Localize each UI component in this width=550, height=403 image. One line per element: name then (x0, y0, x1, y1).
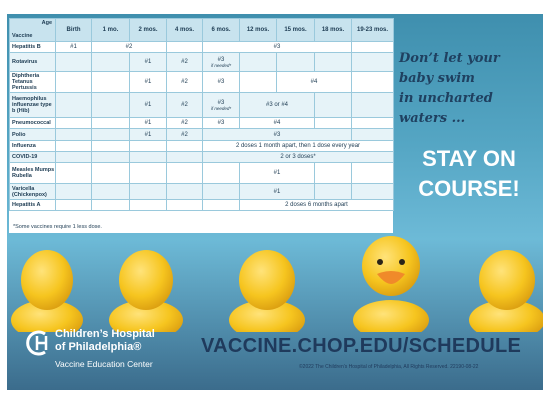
age-1-mo: 1 mo. (91, 18, 130, 42)
vaccine-name: Influenza (9, 140, 56, 152)
dose-cell: #1 (129, 71, 167, 93)
stay-line: COURSE! (418, 176, 520, 201)
age-15-mos: 15 mos. (276, 18, 315, 42)
chop-logo-icon (26, 330, 48, 356)
hospital-name-line: Children’s Hospital (55, 328, 155, 340)
hospital-name: Children’s Hospital of Philadelphia® (55, 328, 235, 354)
vaccine-name: Rotavirus (9, 52, 56, 72)
tagline: Don’t let your baby swim in uncharted wa… (399, 49, 539, 129)
row-mmr: Measles Mumps Rubella #1 (9, 162, 394, 184)
age-birth: Birth (55, 18, 92, 42)
age-4-mos: 4 mos. (166, 18, 203, 42)
dose-cell: #2 (166, 71, 203, 93)
row-pneumococcal: Pneumococcal #1 #2 #3 #4 (9, 117, 394, 129)
stay-on-course-heading: STAY ON COURSE! (399, 144, 539, 204)
row-covid-19: COVID-19 2 or 3 doses* (9, 151, 394, 163)
duck-back-5 (469, 250, 543, 332)
copyright: ©2022 The Children’s Hospital of Philade… (299, 364, 479, 370)
tagline-line: Don’t let your (399, 51, 500, 66)
stay-line: STAY ON (422, 146, 516, 171)
dose-cell: #1 (129, 128, 167, 141)
dose-cell: #3 or #4 (239, 92, 315, 118)
row-polio: Polio #1 #2 #3 (9, 128, 394, 141)
row-hib: Haemophilus influenzae type b (Hib) #1 #… (9, 92, 394, 118)
poster: Age Vaccine Birth 1 mo. 2 mos. 4 mos. 6 … (7, 14, 543, 390)
dose-cell: #1 (129, 117, 167, 129)
immunization-schedule-table: Age Vaccine Birth 1 mo. 2 mos. 4 mos. 6 … (9, 18, 394, 233)
dose-cell: 2 or 3 doses* (202, 151, 394, 163)
table-footnote: *Some vaccines require 1 less dose. (13, 224, 102, 230)
vaccine-name: Pneumococcal (9, 117, 56, 129)
dose-cell: #2 (166, 128, 203, 141)
dose-label: #3 (217, 56, 225, 63)
age-6-mos: 6 mos. (202, 18, 240, 42)
vaccine-header: Vaccine (12, 33, 33, 39)
tagline-line: waters ... (399, 111, 466, 126)
age-header-row: Age Vaccine Birth 1 mo. 2 mos. 4 mos. 6 … (9, 18, 394, 42)
dose-cell: #3 (202, 117, 240, 129)
duck-back-3 (229, 250, 305, 332)
dose-cell: #1 (55, 41, 92, 53)
age-19-23-mos: 19-23 mos. (351, 18, 394, 42)
duck-back-2 (109, 250, 183, 332)
corner-cell: Age Vaccine (9, 18, 56, 42)
vaccine-name: Polio (9, 128, 56, 141)
row-rotavirus: Rotavirus #1 #2 #3 if needed* (9, 52, 394, 72)
row-influenza: Influenza 2 doses 1 month apart, then 1 … (9, 140, 394, 152)
age-12-mos: 12 mos. (239, 18, 277, 42)
row-varicella: Varicella (Chickenpox) #1 (9, 183, 394, 200)
vaccine-name: Varicella (Chickenpox) (9, 183, 56, 200)
age-18-mos: 18 mos. (314, 18, 352, 42)
dose-cell: #4 (276, 71, 352, 93)
row-hepatitis-a: Hepatitis A 2 doses 6 months apart (9, 199, 394, 211)
dose-cell: #2 (166, 117, 203, 129)
duck-facing-forward (353, 236, 429, 332)
dose-cell: #2 (166, 92, 203, 118)
rubber-ducks-illustration (11, 236, 543, 332)
tagline-line: baby swim (399, 71, 475, 86)
age-2-mos: 2 mos. (129, 18, 167, 42)
dose-cell: #1 (129, 52, 167, 72)
row-hepatitis-b: Hepatitis B #1 #2 #3 (9, 41, 394, 53)
if-needed-note: if needed* (210, 62, 232, 68)
vaccine-education-center: Vaccine Education Center (55, 359, 153, 369)
tagline-line: in uncharted (399, 91, 493, 106)
duck-back-1 (11, 250, 83, 332)
if-needed-note: if needed* (210, 105, 232, 111)
row-dtap: Diphtheria Tetanus Pertussis #1 #2 #3 #4 (9, 71, 394, 93)
vaccine-name: COVID-19 (9, 151, 56, 163)
dose-cell: 2 doses 6 months apart (239, 199, 394, 211)
vaccine-name: Hepatitis A (9, 199, 56, 211)
dose-cell: 2 doses 1 month apart, then 1 dose every… (202, 140, 394, 152)
dose-cell: #1 (239, 162, 315, 184)
dose-cell: #3 (202, 128, 352, 141)
dose-cell: #3 (202, 71, 240, 93)
vaccine-name: Haemophilus influenzae type b (Hib) (9, 92, 56, 118)
schedule-grid: Age Vaccine Birth 1 mo. 2 mos. 4 mos. 6 … (9, 18, 394, 211)
dose-cell: #3 (202, 41, 352, 53)
vaccine-name: Hepatitis B (9, 41, 56, 53)
dose-cell: #1 (129, 92, 167, 118)
hospital-name-line: of Philadelphia® (55, 341, 142, 353)
dose-cell: #3 if needed* (202, 92, 240, 118)
vaccine-name: Measles Mumps Rubella (9, 162, 56, 184)
dose-cell: #4 (239, 117, 315, 129)
dose-label: #3 (217, 99, 225, 106)
dose-cell: #3 if needed* (202, 52, 240, 72)
dose-cell: #2 (91, 41, 167, 53)
dose-cell: #1 (239, 183, 315, 200)
age-header: Age (41, 20, 52, 26)
schedule-url[interactable]: VACCINE.CHOP.EDU/SCHEDULE (201, 335, 522, 357)
vaccine-name: Diphtheria Tetanus Pertussis (9, 71, 56, 93)
dose-cell: #2 (166, 52, 203, 72)
